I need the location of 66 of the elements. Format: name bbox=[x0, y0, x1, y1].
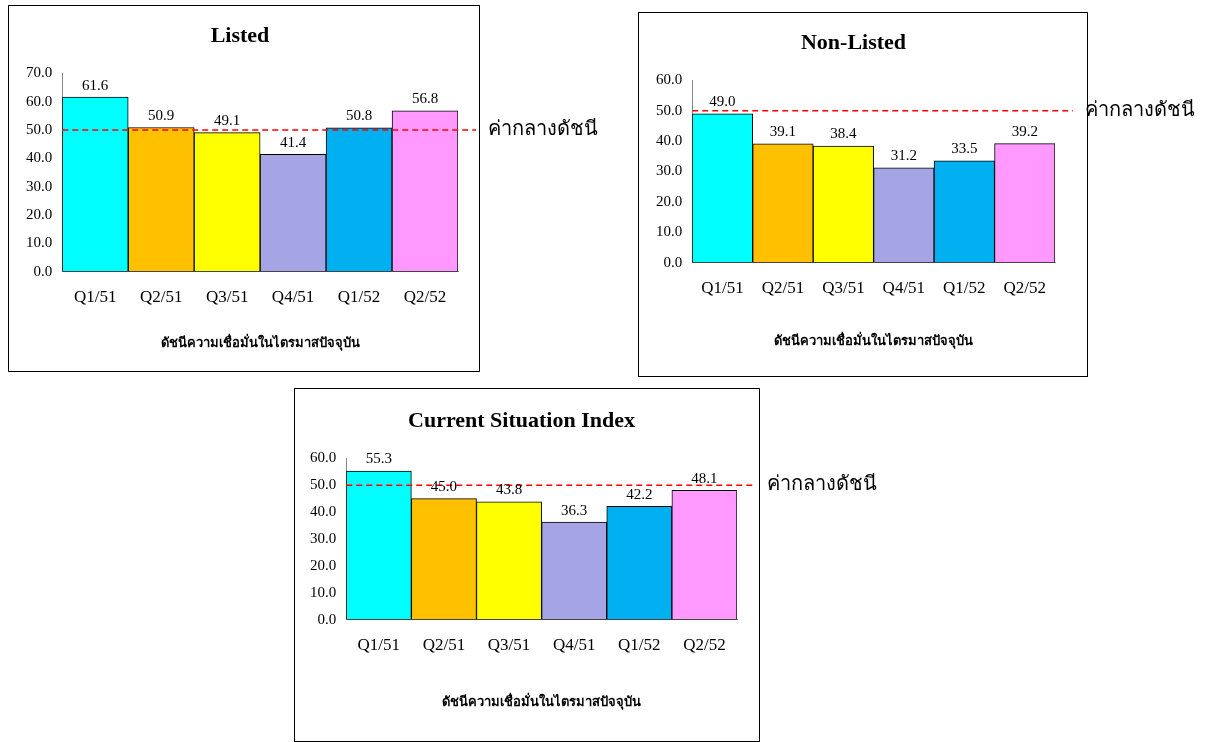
y-tick-label: 20.0 bbox=[310, 556, 337, 573]
chart-title: Current Situation Index bbox=[408, 406, 635, 432]
x-tick-label: Q2/52 bbox=[1003, 278, 1047, 298]
x-tick-label: Q2/52 bbox=[683, 635, 726, 655]
y-tick-label: 0.0 bbox=[33, 262, 53, 279]
data-label: 56.8 bbox=[411, 90, 439, 107]
y-tick-label: 20.0 bbox=[656, 192, 683, 209]
data-label: 39.1 bbox=[769, 123, 797, 140]
ref-line-label: ค่ากลางดัชนี bbox=[767, 471, 877, 496]
x-tick-label: Q4/51 bbox=[882, 278, 926, 298]
y-tick-label: 50.0 bbox=[656, 101, 683, 118]
y-tick-label: 60.0 bbox=[310, 449, 337, 466]
x-axis-title: ดัชนีความเชื่อมั่นในไตรมาสปัจจุบัน bbox=[160, 333, 360, 352]
data-label: 33.5 bbox=[951, 140, 978, 157]
x-axis-title: ดัชนีความเชื่อมั่นในไตรมาสปัจจุบัน bbox=[774, 331, 974, 350]
x-tick-label: Q3/51 bbox=[487, 635, 531, 655]
y-tick-label: 10.0 bbox=[310, 583, 337, 600]
chart-title: Non-Listed bbox=[800, 28, 907, 54]
x-tick-label: Q1/51 bbox=[73, 287, 117, 307]
data-label: 50.9 bbox=[148, 106, 175, 123]
x-tick-label: Q4/51 bbox=[552, 635, 596, 655]
y-tick-label: 30.0 bbox=[310, 529, 337, 546]
x-tick-label: Q2/52 bbox=[403, 287, 447, 307]
data-label: 31.2 bbox=[890, 147, 917, 164]
y-tick-label: 70.0 bbox=[26, 64, 53, 81]
x-tick-label: Q1/52 bbox=[337, 287, 381, 307]
y-tick-label: 60.0 bbox=[26, 92, 53, 109]
data-label: 38.4 bbox=[830, 125, 858, 142]
x-tick-label: Q1/52 bbox=[618, 635, 661, 655]
y-tick-label: 40.0 bbox=[26, 149, 53, 166]
data-label: 48.1 bbox=[691, 469, 718, 486]
y-tick-label: 10.0 bbox=[26, 234, 53, 251]
chart-title: Listed bbox=[210, 21, 270, 47]
data-label: 42.2 bbox=[626, 485, 653, 502]
x-tick-label: Q3/51 bbox=[205, 287, 249, 307]
data-label: 45.0 bbox=[430, 478, 458, 495]
data-label: 39.2 bbox=[1011, 123, 1038, 139]
x-tick-label: Q4/51 bbox=[271, 287, 315, 307]
data-label: 55.3 bbox=[365, 450, 392, 467]
y-tick-label: 20.0 bbox=[26, 205, 53, 222]
y-tick-label: 50.0 bbox=[26, 120, 53, 137]
y-tick-label: 0.0 bbox=[663, 253, 683, 270]
y-tick-label: 30.0 bbox=[656, 162, 683, 179]
x-tick-label: Q1/51 bbox=[701, 278, 744, 298]
x-tick-label: Q2/51 bbox=[422, 635, 466, 655]
data-label: 50.8 bbox=[345, 107, 373, 124]
y-tick-label: 10.0 bbox=[656, 223, 683, 240]
data-label: 41.4 bbox=[279, 133, 307, 150]
data-label: 43.8 bbox=[495, 481, 523, 498]
x-tick-label: Q2/51 bbox=[139, 287, 183, 307]
y-tick-label: 40.0 bbox=[310, 503, 337, 520]
data-label: 49.1 bbox=[214, 112, 241, 129]
y-tick-label: 50.0 bbox=[310, 476, 337, 493]
data-label: 36.3 bbox=[561, 501, 588, 518]
x-tick-label: Q3/51 bbox=[822, 278, 865, 298]
y-tick-label: 0.0 bbox=[317, 610, 337, 627]
x-tick-label: Q2/51 bbox=[761, 278, 805, 298]
y-tick-label: 30.0 bbox=[26, 177, 53, 194]
x-tick-label: Q1/52 bbox=[943, 278, 986, 298]
data-label: 61.6 bbox=[82, 76, 109, 93]
y-tick-label: 40.0 bbox=[656, 132, 683, 149]
data-label: 49.0 bbox=[709, 93, 736, 110]
y-tick-label: 60.0 bbox=[656, 71, 683, 88]
x-axis-title: ดัชนีความเชื่อมั่นในไตรมาสปัจจุบัน bbox=[442, 692, 642, 711]
ref-line-label: ค่ากลางดัชนี bbox=[488, 116, 598, 141]
x-tick-label: Q1/51 bbox=[357, 635, 401, 655]
